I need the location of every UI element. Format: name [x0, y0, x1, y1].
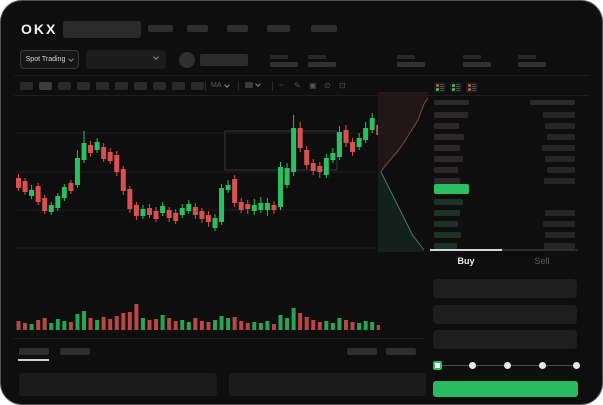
- chevron-down-icon: [223, 81, 230, 88]
- timeframe-button-1[interactable]: [20, 82, 33, 90]
- ticker-stat-4: [463, 55, 493, 67]
- wave-icon[interactable]: ~: [279, 81, 284, 90]
- pair-select-dropdown[interactable]: [86, 50, 166, 69]
- nav-item-2[interactable]: [187, 25, 208, 32]
- orderbook-row[interactable]: [430, 109, 578, 120]
- orderbook-row[interactable]: [430, 164, 578, 175]
- trading-mode-label: Spot Trading: [25, 56, 66, 63]
- toolbar-divider: [205, 81, 206, 91]
- trading-mode-dropdown[interactable]: Spot Trading: [20, 50, 79, 69]
- timeframe-button-3[interactable]: [58, 82, 71, 90]
- orderbook-row[interactable]: [430, 229, 578, 240]
- timeframe-button-5[interactable]: [96, 82, 109, 90]
- timeframe-button-7[interactable]: [134, 82, 147, 90]
- timeframe-button-4[interactable]: [77, 82, 90, 90]
- total-input[interactable]: [433, 330, 577, 349]
- coin-avatar: [179, 52, 195, 68]
- slider-stop-100[interactable]: [573, 362, 580, 369]
- ticker-stat-2: [308, 55, 338, 67]
- chevron-down-icon: [255, 81, 261, 87]
- depth-chart[interactable]: [378, 92, 430, 252]
- chevron-down-icon: [68, 55, 75, 62]
- nav-item-3[interactable]: [227, 25, 248, 32]
- nav-item-5[interactable]: [311, 25, 337, 32]
- orders-panel-placeholder: [19, 373, 217, 396]
- bottom-tab-right-2[interactable]: [386, 348, 416, 355]
- ticker-stat-1: [270, 55, 300, 67]
- timeframe-button-6[interactable]: [115, 82, 128, 90]
- orderbook-bids[interactable]: [430, 196, 578, 251]
- ticker-stat-3: [397, 55, 427, 67]
- toolbar-divider-line: [14, 95, 589, 96]
- price-input[interactable]: [433, 279, 577, 298]
- chevron-down-icon: [153, 54, 159, 60]
- orderbook-view-both-icon[interactable]: [434, 82, 446, 93]
- camera-icon[interactable]: ▣: [309, 81, 317, 90]
- pencil-icon[interactable]: ✎: [294, 81, 301, 90]
- ma-label: MA: [211, 82, 222, 89]
- ticker-stat-5: [518, 55, 548, 67]
- settings-icon[interactable]: ⊙: [324, 81, 331, 90]
- okx-logo: OKX: [21, 21, 58, 37]
- header-divider: [14, 75, 589, 76]
- orderbook-row[interactable]: [430, 131, 578, 142]
- orderbook-row[interactable]: [430, 120, 578, 131]
- orderbook-row[interactable]: [430, 240, 578, 251]
- active-tab-indicator: [430, 249, 502, 251]
- submit-buy-button[interactable]: [433, 381, 578, 397]
- fullscreen-icon[interactable]: ⊡: [339, 81, 346, 90]
- slider-stop-25[interactable]: [469, 362, 476, 369]
- nav-item-1[interactable]: [148, 25, 173, 32]
- slider-stop-50[interactable]: [504, 362, 511, 369]
- ma-indicator-dropdown[interactable]: MA: [211, 81, 230, 89]
- orderbook-header: [430, 100, 578, 106]
- tab-divider: [430, 249, 578, 251]
- orderbook-view-asks-icon[interactable]: [466, 82, 478, 93]
- orderbook-row[interactable]: [430, 196, 578, 207]
- tab-sell[interactable]: Sell: [534, 256, 550, 266]
- timeframe-button-9[interactable]: [172, 82, 185, 90]
- candlestick-chart[interactable]: [14, 96, 380, 336]
- bottom-divider: [14, 338, 424, 339]
- tab-buy[interactable]: Buy: [457, 256, 475, 266]
- timeframe-button-10[interactable]: [191, 82, 204, 90]
- toolbar-divider: [272, 81, 273, 91]
- bottom-tab-right-1[interactable]: [347, 348, 377, 355]
- orderbook-row[interactable]: [430, 218, 578, 229]
- bottom-tab-underline: [18, 359, 49, 361]
- amount-input[interactable]: [433, 305, 577, 324]
- toolbar-divider: [238, 81, 239, 91]
- orderbook-row[interactable]: [430, 207, 578, 218]
- slider-stop-75[interactable]: [539, 362, 546, 369]
- last-price-indicator[interactable]: [434, 184, 469, 194]
- nav-item-4[interactable]: [267, 25, 290, 32]
- orderbook-view-bids-icon[interactable]: [450, 82, 462, 93]
- bottom-tab-active[interactable]: [19, 348, 49, 355]
- chart-style-icon: [245, 82, 253, 88]
- chart-style-dropdown[interactable]: [245, 81, 261, 88]
- bottom-tab-2[interactable]: [60, 348, 90, 355]
- orderbook-row[interactable]: [430, 153, 578, 164]
- orderbook-asks[interactable]: [430, 109, 578, 186]
- timeframe-button-8[interactable]: [153, 82, 166, 90]
- orderbook-row[interactable]: [430, 175, 578, 186]
- slider-stop-0[interactable]: [433, 361, 442, 370]
- search-input[interactable]: [63, 21, 141, 38]
- timeframe-button-2[interactable]: [39, 82, 52, 90]
- history-panel-placeholder: [229, 373, 426, 396]
- pair-name-placeholder: [200, 54, 248, 66]
- orderbook-row[interactable]: [430, 142, 578, 153]
